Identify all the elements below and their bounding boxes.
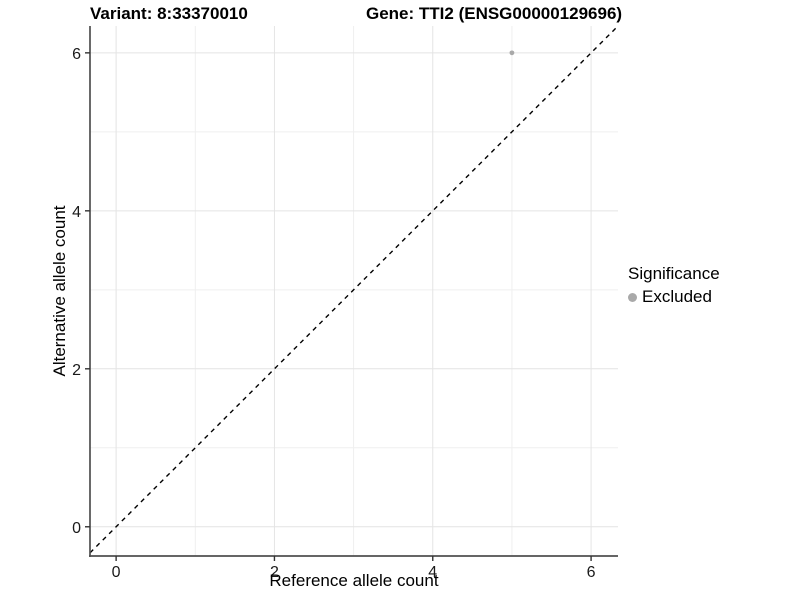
x-tick-label: 4 (428, 564, 437, 581)
y-tick-label: 0 (72, 520, 81, 537)
y-axis-title: Alternative allele count (50, 205, 69, 377)
y-tick-label: 2 (72, 362, 81, 379)
legend-title: Significance (628, 264, 720, 283)
x-axis-title: Reference allele count (269, 571, 439, 590)
identity-reference-line (89, 25, 619, 554)
x-tick-label: 2 (270, 564, 279, 581)
legend-item-label: Excluded (642, 287, 712, 306)
legend-item-excluded: Excluded (628, 287, 720, 307)
y-tick-label: 6 (72, 46, 81, 63)
x-tick-label: 0 (112, 564, 121, 581)
legend: Significance Excluded (628, 264, 720, 307)
excluded-point-icon (628, 292, 637, 302)
gene-title: Gene: TTI2 (ENSG00000129696) (366, 4, 623, 23)
data-point-excluded (509, 50, 515, 56)
y-tick-label: 4 (72, 204, 81, 221)
x-tick-label: 6 (587, 564, 596, 581)
variant-title: Variant: 8:33370010 (90, 4, 248, 23)
